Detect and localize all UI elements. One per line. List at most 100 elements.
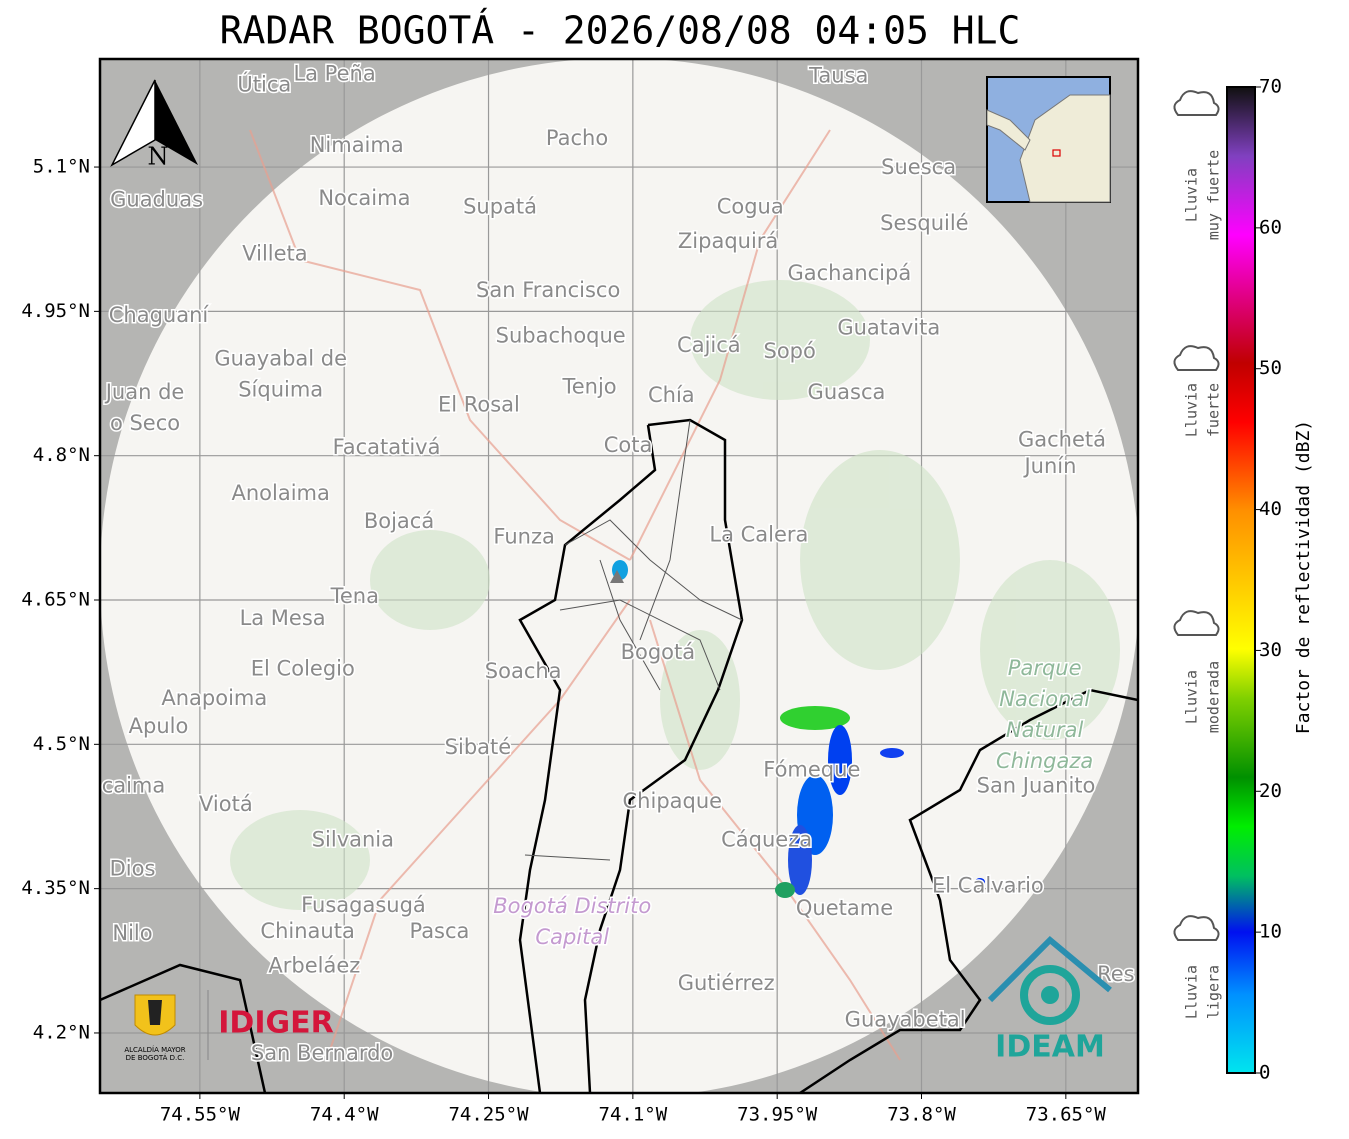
legend-label: fuerte <box>1205 383 1223 437</box>
colorbar-tick-label: 10 <box>1259 921 1282 943</box>
place-label: Soacha <box>485 659 562 683</box>
colorbar-ticks: 0 10 20 30 40 50 60 70 <box>1255 76 1282 1084</box>
north-arrow: N <box>110 79 198 171</box>
place-label: Anolaima <box>232 481 330 505</box>
place-label: Chaguaní <box>109 303 210 327</box>
place-label: La Calera <box>709 523 808 547</box>
place-label: Nilo <box>112 921 152 945</box>
place-label: Guatavita <box>837 316 940 340</box>
legend-label: ligera <box>1205 965 1223 1019</box>
place-label: Capital <box>535 925 609 949</box>
place-label: Chingaza <box>996 749 1093 773</box>
weather-icon <box>1173 915 1220 941</box>
place-label: Chipaque <box>623 789 723 813</box>
inset-map <box>986 76 1111 203</box>
place-labels: Útica La Peña Nimaima Pacho Tausa Guaduas Noca… <box>100 60 1136 1066</box>
place-label: El Calvario <box>932 874 1044 898</box>
place-label: Facatativá <box>333 435 441 459</box>
place-label: Supatá <box>463 194 537 218</box>
roads <box>249 129 901 1061</box>
y-tick-label: 4.2°N <box>33 1021 90 1043</box>
weather-icon <box>1173 90 1220 116</box>
place-label: La Peña <box>293 62 375 86</box>
place-label: Sopó <box>764 339 816 363</box>
radar-site <box>610 570 624 583</box>
boundaries <box>100 418 1138 1093</box>
localities <box>524 419 743 861</box>
place-label: Gutiérrez <box>678 971 775 995</box>
y-tick-label: 4.8°N <box>33 444 90 466</box>
place-label: Gachancipá <box>787 261 911 285</box>
logo-text: ALCALDÍA MAYOR <box>124 1045 185 1054</box>
place-label: San Juanito <box>977 774 1096 798</box>
place-label: Cajicá <box>677 333 741 357</box>
place-label: Viotá <box>199 792 253 816</box>
x-tick-label: 73.65°W <box>1026 1104 1107 1126</box>
place-label: caima <box>102 774 166 798</box>
place-label: San Bernardo <box>251 1041 393 1065</box>
place-label: Guayabal de <box>214 346 347 370</box>
place-label: Pacho <box>546 126 608 150</box>
y-tick-label: 4.5°N <box>33 733 90 755</box>
logo-ideam: IDEAM <box>987 935 1112 1065</box>
legend-label: Lluvia <box>1183 383 1201 437</box>
logo-idiger: IDIGER <box>218 1006 333 1041</box>
place-label: Silvania <box>312 828 394 852</box>
place-label: Cogua <box>717 194 784 218</box>
title: RADAR BOGOTÁ - 2026/08/08 04:05 HLC <box>220 9 1021 53</box>
y-tick-label: 4.95°N <box>21 300 90 322</box>
place-label: Guayabetal <box>845 1007 966 1031</box>
place-label: Subachoque <box>496 323 626 347</box>
place-label: Bogotá Distrito <box>493 894 651 918</box>
place-label: Bogotá <box>621 640 696 664</box>
place-label: Suesca <box>881 155 956 179</box>
y-tick-label: 4.35°N <box>21 877 90 899</box>
place-label: Anapoima <box>161 686 267 710</box>
logo-alcaldia: ALCALDÍA MAYOR DE BOGOTÁ D.C. IDIGER <box>124 990 334 1062</box>
x-tick-label: 74.4°W <box>310 1104 379 1126</box>
map-frame <box>98 57 1140 1095</box>
logo-ideam-text: IDEAM <box>995 1030 1105 1065</box>
place-label: Quetame <box>796 896 893 920</box>
place-label: Juan de <box>104 380 185 404</box>
colorbar-tick-label: 40 <box>1259 498 1282 520</box>
colorbar-tick-label: 0 <box>1259 1062 1270 1084</box>
radar-echoes <box>612 560 985 898</box>
place-label: Bojacá <box>364 509 434 533</box>
colorbar <box>1226 86 1256 1074</box>
place-label: La Mesa <box>240 606 326 630</box>
place-label: Nacional <box>999 687 1090 711</box>
place-label: Villeta <box>242 242 307 266</box>
place-label: Útica <box>237 71 291 96</box>
weather-icon <box>1173 345 1220 371</box>
place-label: Dios <box>110 856 156 880</box>
place-label: Res <box>1097 962 1135 986</box>
place-label: Sesquilé <box>880 211 968 235</box>
weather-icon <box>1173 610 1220 636</box>
place-label: Síquima <box>238 377 323 401</box>
place-label: Cota <box>604 433 653 457</box>
x-tick-label: 74.1°W <box>599 1104 668 1126</box>
place-label: Tenjo <box>561 374 616 398</box>
x-tick-label: 73.95°W <box>737 1104 818 1126</box>
place-label: Apulo <box>129 714 189 738</box>
y-tick-label: 5.1°N <box>33 156 90 178</box>
colorbar-tick-label: 60 <box>1259 216 1282 238</box>
place-label: Chía <box>648 383 695 407</box>
place-label: San Francisco <box>476 278 620 302</box>
place-label: Nocaima <box>318 186 410 210</box>
place-label: Junín <box>1022 454 1076 478</box>
place-label: Gachetá <box>1018 427 1106 451</box>
place-label: El Colegio <box>251 656 355 680</box>
legend-label: Lluvia <box>1183 965 1201 1019</box>
place-label: Guaduas <box>110 188 203 212</box>
colorbar-tick-label: 20 <box>1259 780 1282 802</box>
place-label: Nimaima <box>310 133 404 157</box>
map-area: Útica La Peña Nimaima Pacho Tausa Guaduas Noca… <box>100 59 1138 1093</box>
place-label: Sibaté <box>445 735 512 759</box>
logo-text: DE BOGOTÁ D.C. <box>126 1053 185 1062</box>
colorbar-tick-label: 30 <box>1259 639 1282 661</box>
axis-ticks: 74.55°W 74.4°W 74.25°W 74.1°W 73.95°W 73.8°W 7… <box>21 156 1106 1126</box>
